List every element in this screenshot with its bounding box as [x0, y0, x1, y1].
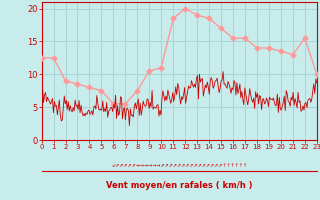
- Text: ⇙⇗⇗⇗⇗⇗→→→→→→⇗⇗⇗⇗⇗⇗⇗⇗⇗⇗⇗⇗⇗⇗⇗↑↑↑↑↑↑: ⇙⇗⇗⇗⇗⇗→→→→→→⇗⇗⇗⇗⇗⇗⇗⇗⇗⇗⇗⇗⇗⇗⇗↑↑↑↑↑↑: [111, 162, 247, 168]
- Text: Vent moyen/en rafales ( km/h ): Vent moyen/en rafales ( km/h ): [106, 182, 252, 190]
